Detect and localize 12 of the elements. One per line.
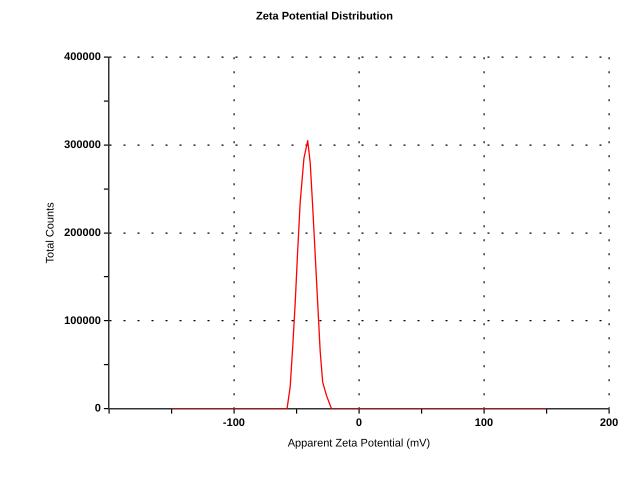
y-tick-label: 0 <box>94 402 101 415</box>
x-tick-label: 100 <box>474 417 494 430</box>
y-axis-title: Total Counts <box>44 202 57 264</box>
y-tick-label: 300000 <box>64 139 101 152</box>
x-tick-label: -100 <box>222 417 245 430</box>
x-tick-label: 0 <box>356 417 362 430</box>
y-tick-label: 200000 <box>64 226 101 239</box>
y-tick-label: 400000 <box>64 51 101 64</box>
y-tick-label: 100000 <box>64 314 101 327</box>
x-tick-label: 200 <box>600 417 618 430</box>
chart-title: Zeta Potential Distribution <box>256 10 394 23</box>
x-axis-title: Apparent Zeta Potential (mV) <box>288 437 430 450</box>
